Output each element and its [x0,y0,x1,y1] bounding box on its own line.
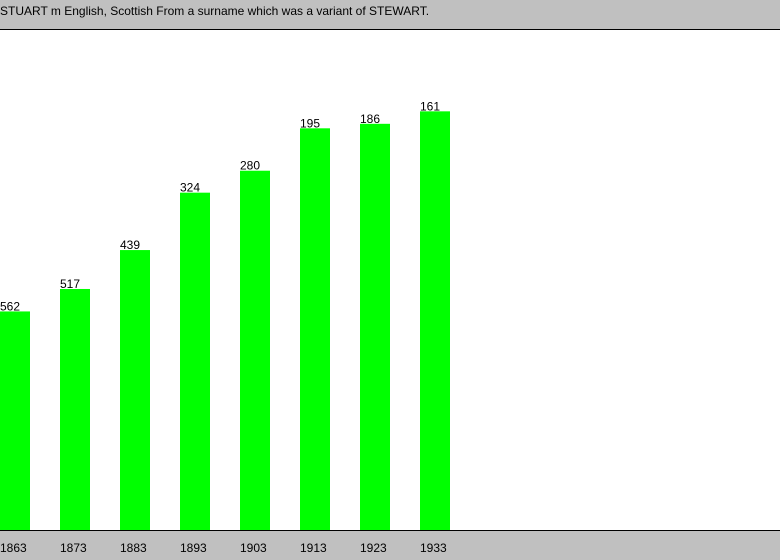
x-tick-label-1873: 1873 [60,541,87,555]
bars-group [0,111,450,531]
bar-1923 [360,123,390,531]
x-tick-label-1893: 1893 [180,541,207,555]
bar-labels-group: 562 517 439 324 280 195 186 161 [0,99,440,313]
x-tick-label-1903: 1903 [240,541,267,555]
bar-1913 [300,128,330,530]
x-tick-label-1923: 1923 [360,541,387,555]
bar-1873 [60,288,90,530]
chart-header: STUART m English, Scottish From a surnam… [0,0,780,30]
bar-1933 [420,111,450,531]
x-tick-label-1863: 1863 [0,541,27,555]
bar-value-label-1903: 280 [240,159,260,173]
bar-value-label-1893: 324 [180,181,200,195]
bar-1883 [120,250,150,530]
bar-value-label-1933: 161 [420,99,440,113]
bar-value-label-1863: 562 [0,299,20,313]
bar-1863 [0,311,30,530]
bar-1893 [180,192,210,530]
x-tick-label-1933: 1933 [420,541,447,555]
bar-value-label-1883: 439 [120,238,140,252]
x-axis-band [0,530,780,560]
bar-1903 [240,170,270,530]
x-tick-label-1913: 1913 [300,541,327,555]
x-tick-label-1883: 1883 [120,541,147,555]
name-description: STUART m English, Scottish From a surnam… [0,4,430,18]
bar-value-label-1913: 195 [300,116,320,130]
bar-value-label-1873: 517 [60,277,80,291]
x-tick-labels-group: 1863 1873 1883 1893 1903 1913 1923 1933 [0,541,447,555]
bar-value-label-1923: 186 [360,112,380,126]
